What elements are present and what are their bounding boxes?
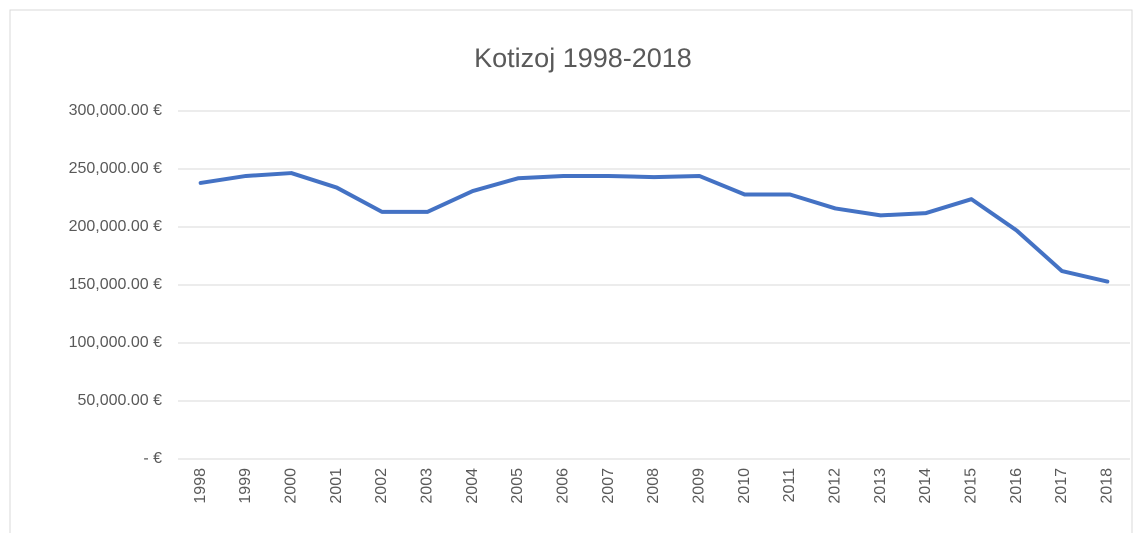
y-tick-label: 100,000.00 € [69, 334, 163, 351]
y-tick-label: - € [143, 450, 162, 467]
x-tick-label: 2008 [645, 468, 662, 504]
y-tick-label: 200,000.00 € [69, 218, 163, 235]
x-tick-label: 2005 [509, 468, 526, 504]
x-tick-label: 2000 [283, 468, 300, 504]
y-tick-label: 150,000.00 € [69, 276, 163, 293]
chart-border [9, 9, 1133, 533]
x-tick-label: 1999 [237, 468, 254, 504]
x-tick-label: 2011 [781, 468, 798, 503]
x-tick-label: 2013 [872, 468, 889, 504]
x-tick-label: 2016 [1008, 468, 1025, 504]
x-tick-label: 2007 [600, 468, 617, 504]
y-tick-label: 50,000.00 € [77, 392, 162, 409]
x-tick-label: 2010 [736, 468, 753, 504]
y-tick-label: 250,000.00 € [69, 160, 163, 177]
x-tick-label: 2017 [1053, 468, 1070, 504]
x-tick-label: 2014 [917, 468, 934, 504]
x-tick-label: 2004 [464, 468, 481, 504]
x-tick-label: 2003 [419, 468, 436, 504]
x-tick-label: 2001 [328, 468, 345, 504]
y-tick-label: 300,000.00 € [69, 102, 163, 119]
chart-title: Kotizoj 1998-2018 [474, 43, 692, 73]
x-tick-label: 1998 [192, 468, 209, 504]
x-tick-label: 2015 [963, 468, 980, 504]
x-tick-label: 2012 [827, 468, 844, 504]
line [198, 171, 1110, 284]
x-tick-label: 2018 [1099, 468, 1116, 504]
x-tick-label: 2006 [555, 468, 572, 504]
x-tick-label: 2002 [373, 468, 390, 504]
x-tick-label: 2009 [691, 468, 708, 504]
